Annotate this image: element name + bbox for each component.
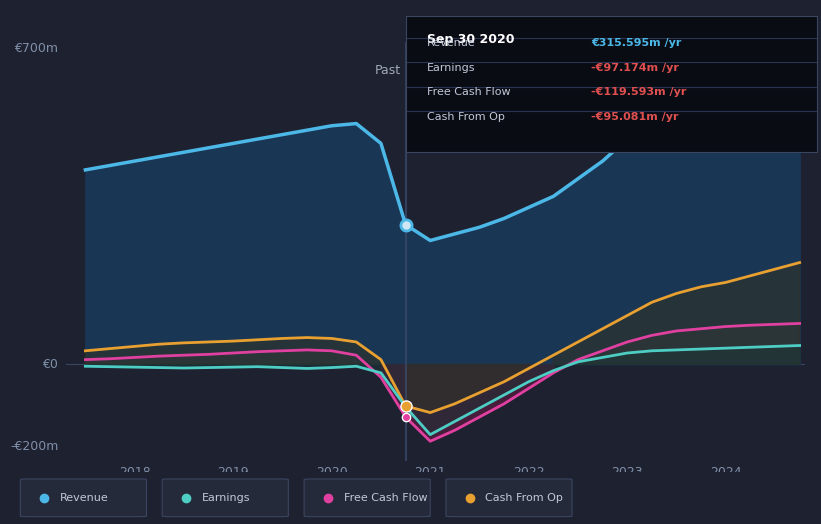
FancyBboxPatch shape: [163, 479, 288, 517]
Text: Free Cash Flow: Free Cash Flow: [343, 493, 427, 503]
Text: €315.595m /yr: €315.595m /yr: [591, 38, 681, 48]
Text: Sep 30 2020: Sep 30 2020: [427, 34, 515, 47]
Text: -€200m: -€200m: [10, 440, 58, 453]
Text: Earnings: Earnings: [427, 63, 475, 73]
Text: Cash From Op: Cash From Op: [427, 112, 505, 122]
Text: -€97.174m /yr: -€97.174m /yr: [591, 63, 679, 73]
Text: Free Cash Flow: Free Cash Flow: [427, 88, 511, 97]
Text: Earnings: Earnings: [202, 493, 250, 503]
Text: -€119.593m /yr: -€119.593m /yr: [591, 88, 686, 97]
Text: Analysts Forecasts: Analysts Forecasts: [410, 64, 527, 77]
Text: Revenue: Revenue: [427, 38, 475, 48]
Text: €0: €0: [43, 357, 58, 370]
Text: Revenue: Revenue: [60, 493, 108, 503]
FancyBboxPatch shape: [446, 479, 572, 517]
Text: €700m: €700m: [14, 42, 58, 55]
FancyBboxPatch shape: [304, 479, 430, 517]
Text: -€95.081m /yr: -€95.081m /yr: [591, 112, 679, 122]
Text: Past: Past: [374, 64, 401, 77]
FancyBboxPatch shape: [21, 479, 146, 517]
Text: Cash From Op: Cash From Op: [485, 493, 563, 503]
